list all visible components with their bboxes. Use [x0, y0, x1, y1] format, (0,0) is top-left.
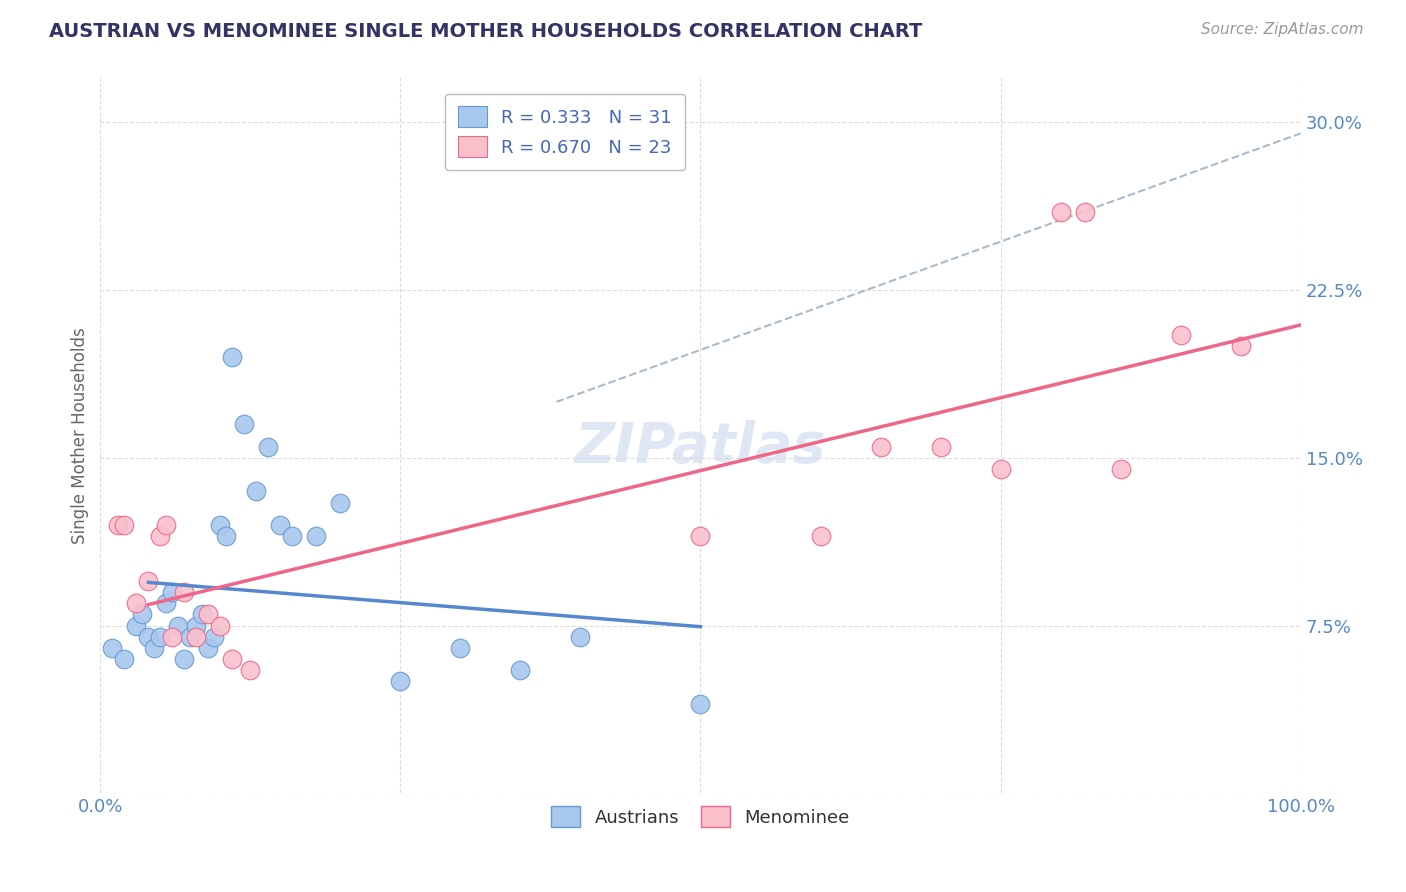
Point [239, 663, 262, 677]
Point [689, 529, 711, 543]
Point [1109, 462, 1132, 476]
Point [197, 607, 219, 622]
Point [125, 596, 148, 610]
Point [245, 484, 267, 499]
Point [179, 630, 201, 644]
Point [689, 697, 711, 711]
Point [209, 618, 232, 632]
Point [1073, 204, 1095, 219]
Point [131, 607, 153, 622]
Point [869, 440, 891, 454]
Point [155, 596, 177, 610]
Point [138, 574, 160, 588]
Y-axis label: Single Mother Households: Single Mother Households [72, 327, 89, 544]
Point [329, 495, 352, 509]
Text: ZIPatlas: ZIPatlas [575, 419, 827, 474]
Point [186, 630, 208, 644]
Point [929, 440, 952, 454]
Point [101, 640, 124, 655]
Point [509, 663, 531, 677]
Point [162, 585, 184, 599]
Point [112, 517, 135, 532]
Point [191, 607, 214, 622]
Point [209, 517, 232, 532]
Point [221, 350, 243, 364]
Point [155, 517, 177, 532]
Point [149, 529, 172, 543]
Point [1229, 339, 1251, 353]
Point [305, 529, 328, 543]
Point [186, 618, 208, 632]
Point [143, 640, 166, 655]
Point [1049, 204, 1071, 219]
Point [810, 529, 832, 543]
Text: Source: ZipAtlas.com: Source: ZipAtlas.com [1201, 22, 1364, 37]
Point [257, 440, 280, 454]
Point [107, 517, 129, 532]
Point [449, 640, 471, 655]
Point [125, 618, 148, 632]
Point [197, 640, 219, 655]
Legend: Austrians, Menominee: Austrians, Menominee [544, 799, 856, 834]
Point [215, 529, 238, 543]
Text: AUSTRIAN VS MENOMINEE SINGLE MOTHER HOUSEHOLDS CORRELATION CHART: AUSTRIAN VS MENOMINEE SINGLE MOTHER HOUS… [49, 22, 922, 41]
Point [389, 674, 412, 689]
Point [138, 630, 160, 644]
Point [149, 630, 172, 644]
Point [162, 630, 184, 644]
Point [1170, 327, 1192, 342]
Point [281, 529, 304, 543]
Point [173, 585, 195, 599]
Point [221, 652, 243, 666]
Point [202, 630, 225, 644]
Point [269, 517, 291, 532]
Point [569, 630, 592, 644]
Point [173, 652, 195, 666]
Point [167, 618, 190, 632]
Point [990, 462, 1012, 476]
Point [112, 652, 135, 666]
Point [233, 417, 256, 432]
